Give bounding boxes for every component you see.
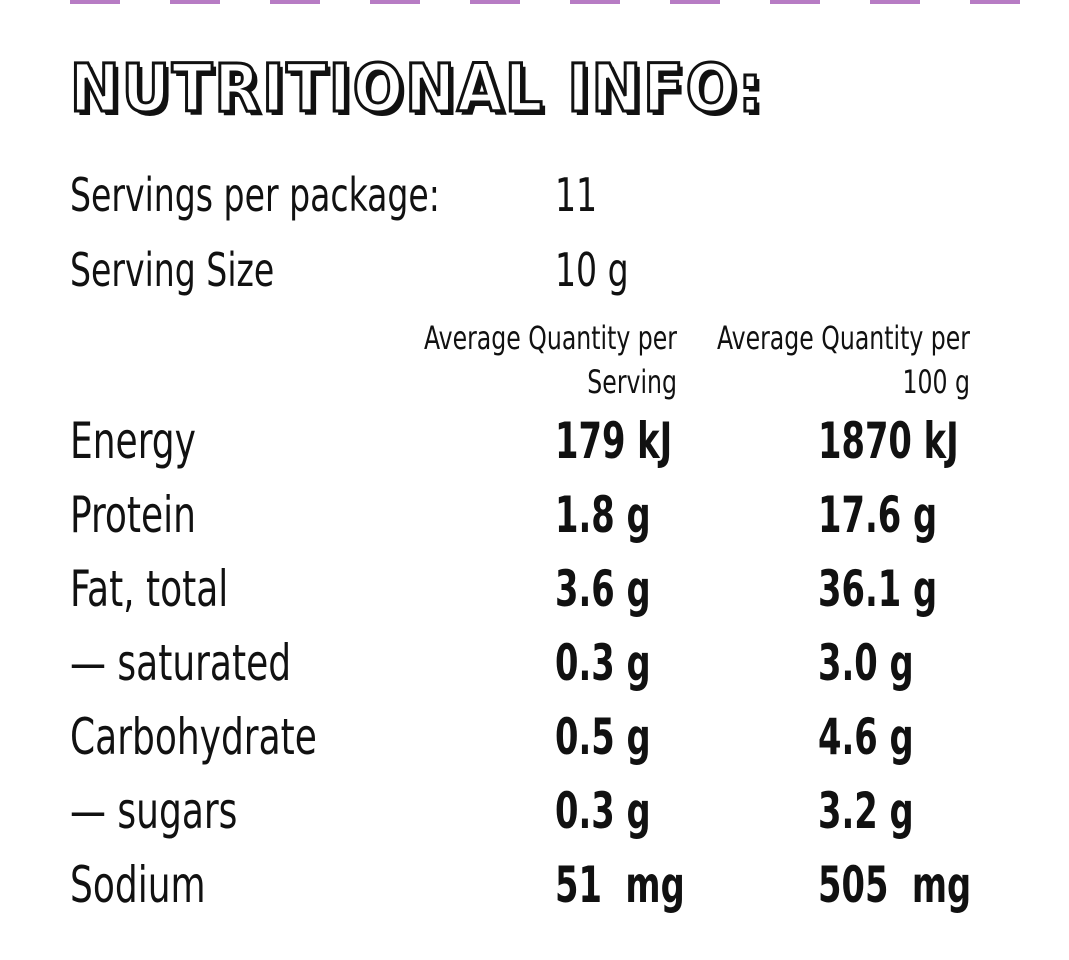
dash	[670, 0, 720, 4]
dash	[470, 0, 520, 4]
nutrient-value: 3.2 g	[818, 782, 914, 840]
servings-value: 11	[555, 168, 598, 222]
nutrient-name: Sodium	[70, 856, 206, 914]
dash	[70, 0, 120, 4]
nutrient-value: 0.3 g	[555, 634, 651, 692]
servings-label: Servings per package:	[70, 168, 440, 222]
nutrient-name: Protein	[70, 486, 196, 544]
dash	[970, 0, 1020, 4]
nutrient-value: 51 mg	[555, 856, 685, 914]
nutrient-name: Carbohydrate	[70, 708, 317, 766]
nutrient-name: — sugars	[70, 782, 238, 840]
dash	[870, 0, 920, 4]
dash	[270, 0, 320, 4]
nutrient-value: 179 kJ	[555, 412, 673, 470]
nutrient-value: 36.1 g	[818, 560, 938, 618]
dash	[570, 0, 620, 4]
nutrient-name: Fat, total	[70, 560, 229, 618]
nutrient-value: 3.0 g	[818, 634, 914, 692]
dash	[370, 0, 420, 4]
column-header: Average Quantity per Serving	[424, 319, 677, 401]
dash	[770, 0, 820, 4]
nutrient-value: 3.6 g	[555, 560, 651, 618]
nutrient-value: 17.6 g	[818, 486, 938, 544]
column-header: Average Quantity per 100 g	[717, 319, 970, 401]
nutrient-name: Energy	[70, 412, 196, 470]
nutrient-value: 1870 kJ	[818, 412, 959, 470]
serving-size-value: 10 g	[555, 243, 629, 297]
nutrient-value: 1.8 g	[555, 486, 651, 544]
nutrient-value: 505 mg	[818, 856, 972, 914]
nutrient-value: 0.5 g	[555, 708, 651, 766]
dash	[170, 0, 220, 4]
nutrient-name: — saturated	[70, 634, 292, 692]
serving-size-label: Serving Size	[70, 243, 275, 297]
nutrient-value: 4.6 g	[818, 708, 914, 766]
nutrient-value: 0.3 g	[555, 782, 651, 840]
title: NUTRITIONAL INFO:	[69, 49, 764, 129]
